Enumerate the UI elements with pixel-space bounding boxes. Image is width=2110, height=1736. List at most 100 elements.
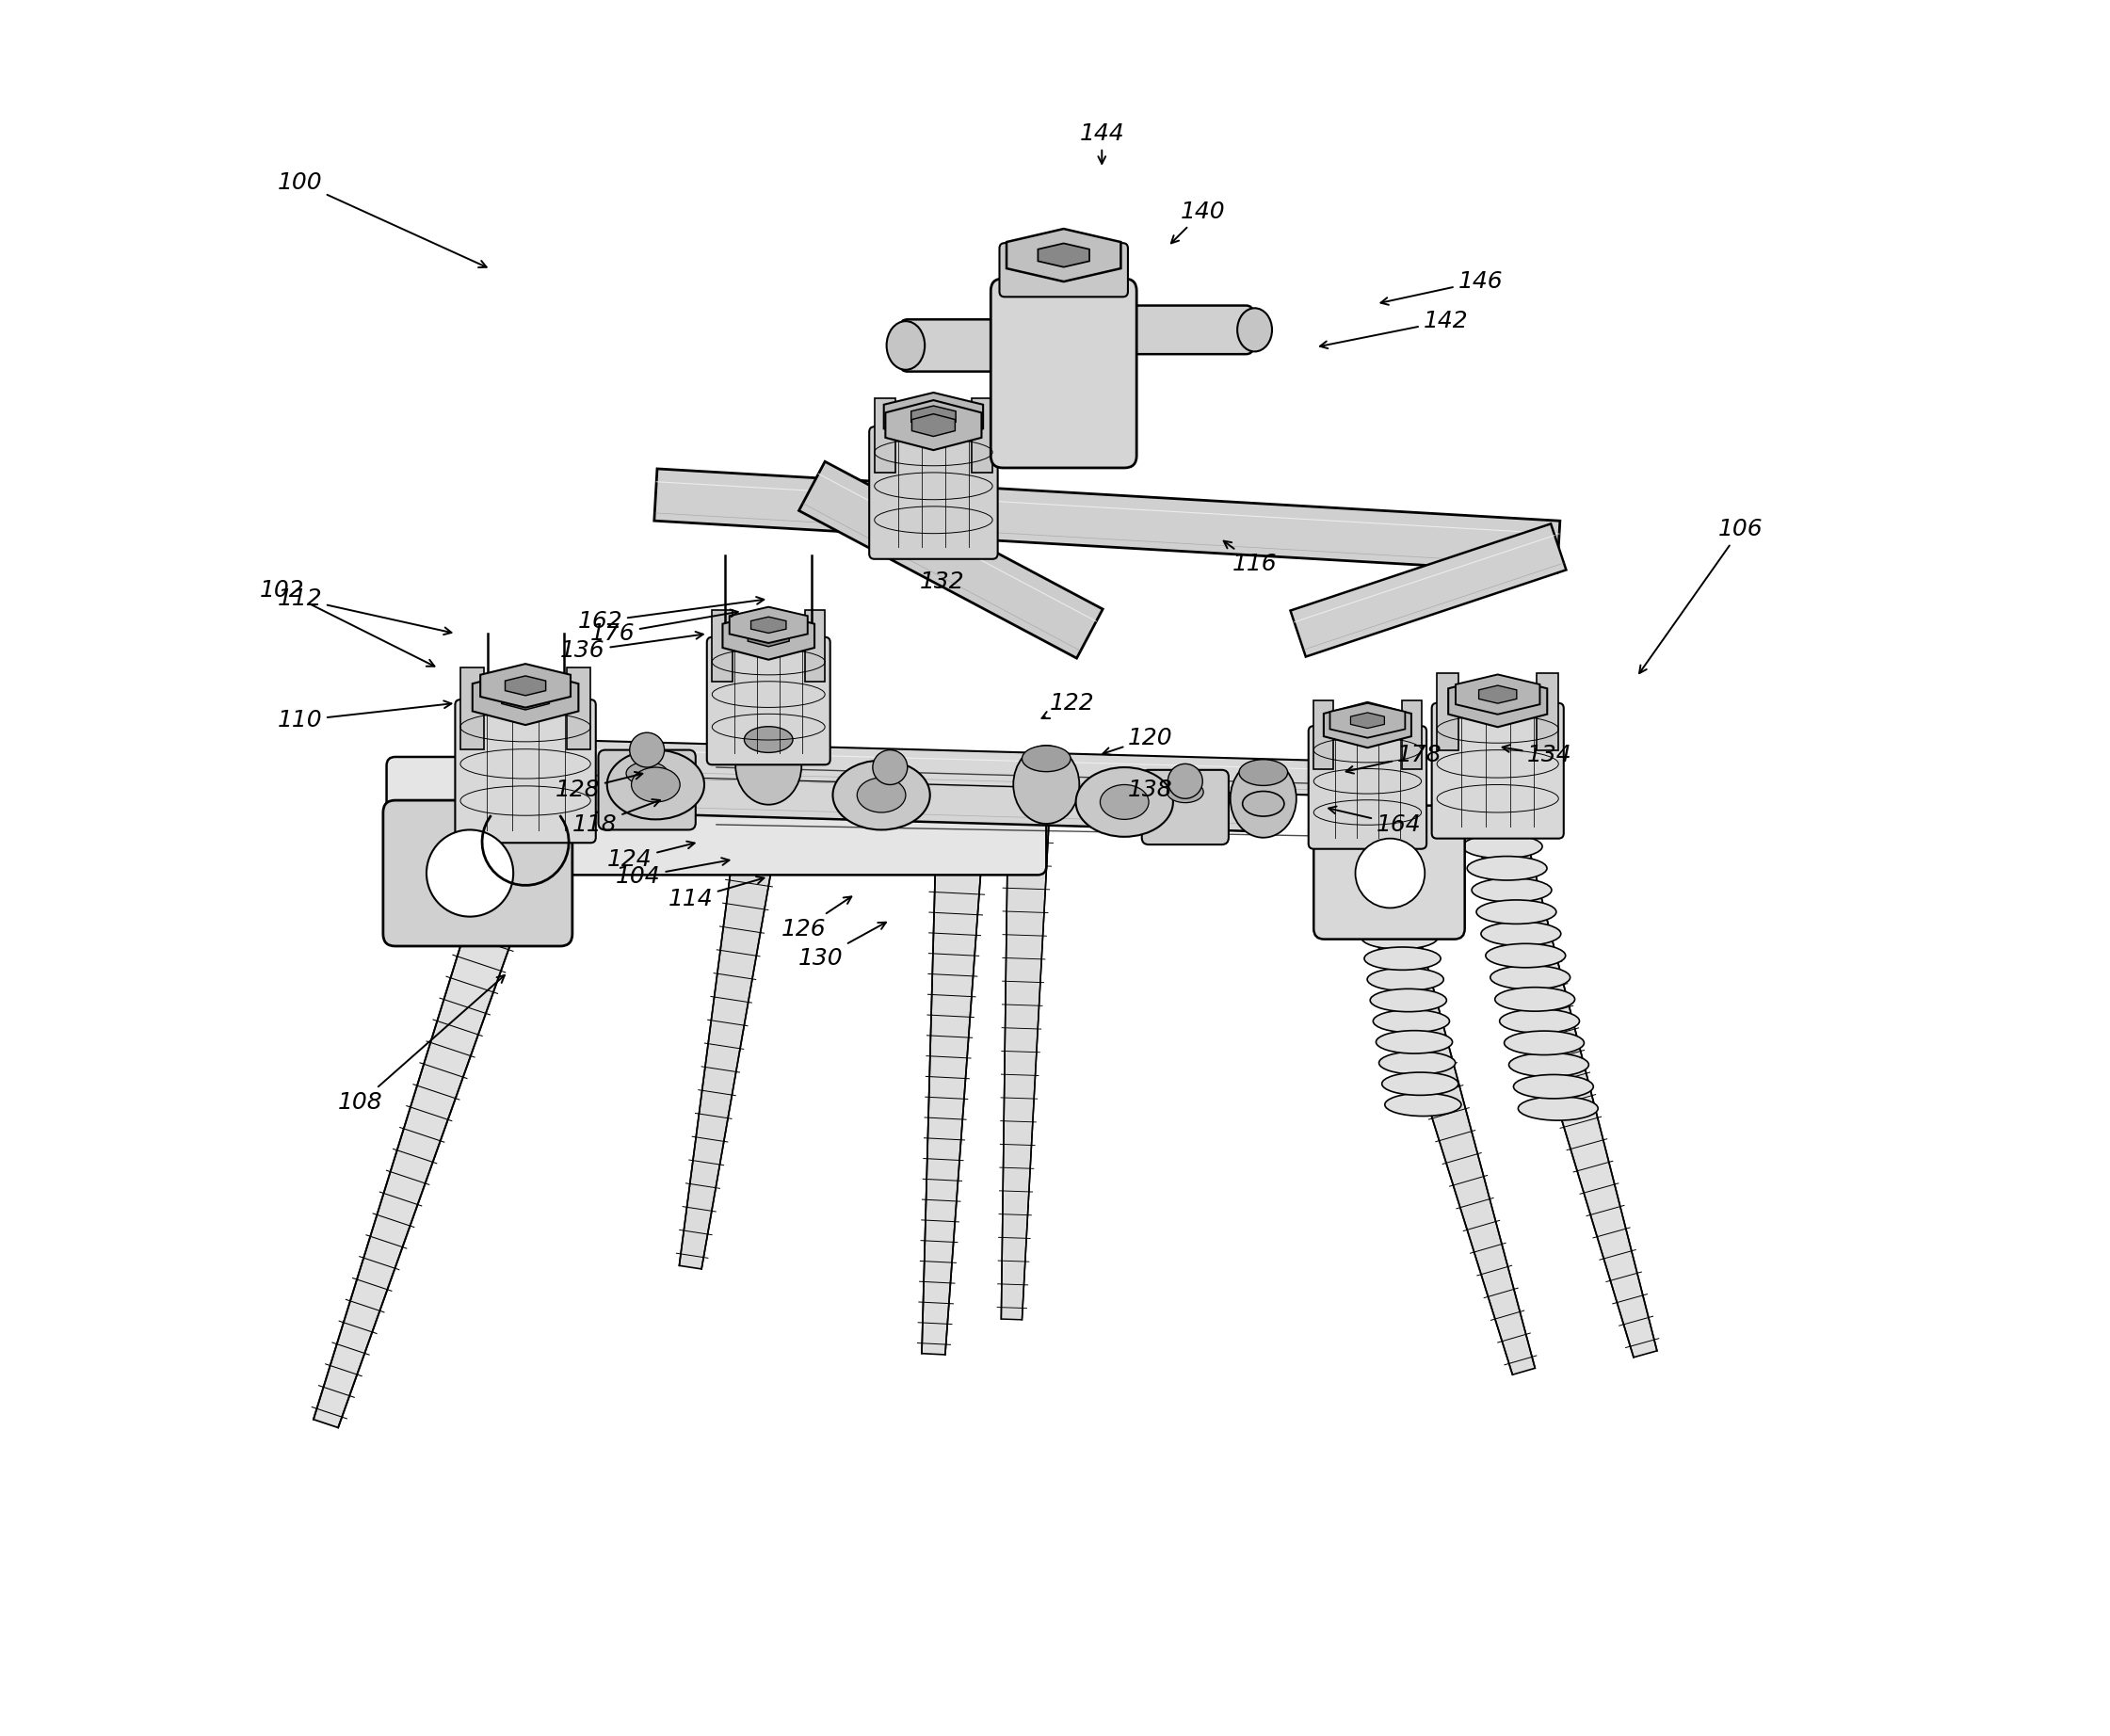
Ellipse shape (1490, 965, 1570, 990)
FancyBboxPatch shape (707, 637, 829, 764)
Ellipse shape (627, 762, 669, 785)
Ellipse shape (1099, 785, 1148, 819)
Polygon shape (1329, 703, 1405, 738)
Ellipse shape (1500, 1009, 1580, 1033)
Text: 122: 122 (1042, 691, 1095, 719)
Circle shape (874, 750, 907, 785)
Ellipse shape (1382, 1073, 1458, 1095)
FancyBboxPatch shape (1000, 243, 1129, 297)
Polygon shape (730, 608, 808, 642)
Ellipse shape (886, 321, 924, 370)
Ellipse shape (1359, 904, 1435, 929)
FancyBboxPatch shape (992, 278, 1137, 469)
Polygon shape (884, 392, 983, 441)
Ellipse shape (1504, 1031, 1585, 1055)
FancyBboxPatch shape (1118, 306, 1253, 354)
FancyBboxPatch shape (901, 319, 1070, 372)
Text: 138: 138 (1129, 778, 1173, 802)
Ellipse shape (1021, 746, 1070, 771)
Polygon shape (654, 469, 1559, 573)
Polygon shape (1456, 675, 1540, 713)
Text: 176: 176 (591, 609, 738, 646)
Polygon shape (912, 406, 956, 427)
Polygon shape (1006, 229, 1120, 281)
Polygon shape (912, 413, 956, 436)
Ellipse shape (1462, 835, 1542, 858)
Bar (804, 609, 825, 682)
Ellipse shape (1230, 760, 1296, 837)
Polygon shape (679, 752, 791, 1269)
Bar (568, 668, 591, 750)
Ellipse shape (631, 767, 679, 802)
Ellipse shape (1076, 767, 1173, 837)
Bar (1401, 700, 1422, 769)
FancyBboxPatch shape (1433, 703, 1564, 838)
Text: 128: 128 (555, 773, 641, 802)
Bar (874, 398, 895, 472)
Circle shape (1355, 838, 1424, 908)
Text: 142: 142 (1321, 309, 1469, 349)
Ellipse shape (1236, 309, 1272, 351)
Bar (460, 668, 483, 750)
Text: 144: 144 (1080, 122, 1125, 163)
Text: 134: 134 (1502, 743, 1572, 767)
Polygon shape (1447, 675, 1547, 727)
Polygon shape (481, 663, 570, 708)
Polygon shape (1291, 524, 1566, 656)
Ellipse shape (1485, 944, 1566, 967)
Circle shape (1167, 764, 1203, 799)
Ellipse shape (1458, 812, 1538, 837)
Polygon shape (481, 760, 1264, 832)
Ellipse shape (1481, 922, 1561, 946)
Circle shape (426, 830, 513, 917)
Text: 130: 130 (798, 922, 886, 970)
Polygon shape (504, 675, 546, 696)
Polygon shape (481, 738, 1317, 795)
Polygon shape (314, 816, 551, 1427)
Circle shape (629, 733, 665, 767)
Text: 146: 146 (1380, 269, 1502, 306)
Ellipse shape (1513, 1075, 1593, 1099)
Ellipse shape (833, 760, 931, 830)
Text: 108: 108 (338, 976, 504, 1115)
Text: 114: 114 (669, 877, 764, 911)
Ellipse shape (1374, 1010, 1450, 1033)
Bar (971, 398, 992, 472)
FancyBboxPatch shape (1142, 769, 1228, 844)
Ellipse shape (1494, 988, 1574, 1012)
Ellipse shape (633, 769, 677, 797)
Ellipse shape (1517, 1097, 1597, 1120)
Text: 118: 118 (572, 799, 660, 837)
Text: 178: 178 (1346, 743, 1441, 774)
Text: 104: 104 (616, 858, 730, 889)
Ellipse shape (1243, 792, 1285, 816)
Text: 100: 100 (276, 170, 487, 267)
Text: 162: 162 (578, 597, 764, 634)
FancyBboxPatch shape (386, 757, 1047, 875)
Polygon shape (473, 670, 578, 726)
Ellipse shape (1167, 781, 1203, 802)
Polygon shape (1038, 243, 1089, 267)
Ellipse shape (1509, 1052, 1589, 1076)
Polygon shape (886, 401, 981, 450)
Ellipse shape (1353, 863, 1428, 887)
FancyBboxPatch shape (1315, 806, 1464, 939)
Polygon shape (751, 616, 787, 634)
Text: 102: 102 (260, 578, 435, 667)
Polygon shape (1475, 818, 1656, 1358)
Polygon shape (1348, 715, 1386, 736)
Bar (711, 609, 732, 682)
Ellipse shape (1471, 878, 1551, 903)
Ellipse shape (1350, 842, 1426, 866)
Ellipse shape (1384, 1094, 1462, 1116)
Ellipse shape (745, 726, 793, 752)
Ellipse shape (1376, 1031, 1452, 1054)
Ellipse shape (1477, 899, 1557, 924)
Text: 140: 140 (1171, 200, 1226, 243)
FancyBboxPatch shape (1308, 726, 1426, 849)
Text: 112: 112 (276, 587, 452, 635)
Ellipse shape (1346, 821, 1422, 845)
Ellipse shape (1013, 746, 1080, 825)
Ellipse shape (608, 750, 705, 819)
Polygon shape (1350, 713, 1384, 729)
